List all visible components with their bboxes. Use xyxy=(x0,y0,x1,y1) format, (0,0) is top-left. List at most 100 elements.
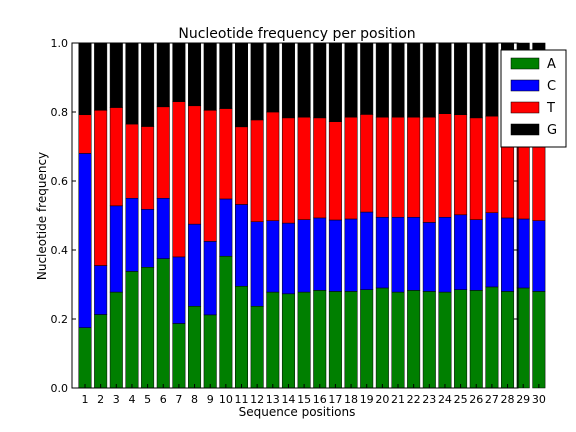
bar-segment-t-pos-27 xyxy=(485,115,499,213)
bar-segment-c-pos-17 xyxy=(328,219,342,292)
bar-segment-c-pos-29 xyxy=(516,218,530,289)
bar-segment-t-pos-21 xyxy=(391,116,405,218)
bar-segment-a-pos-2 xyxy=(94,314,108,389)
bar-segment-c-pos-6 xyxy=(156,198,170,259)
bar-segment-g-pos-22 xyxy=(407,42,421,118)
bar-segment-t-pos-2 xyxy=(94,110,108,266)
bar-segment-t-pos-7 xyxy=(172,101,186,258)
x-tick-label: 11 xyxy=(235,393,249,406)
legend-swatch-c xyxy=(510,79,540,92)
x-tick-label: 24 xyxy=(438,393,452,406)
y-axis-label: Nucleotide frequency xyxy=(35,152,49,280)
bar-segment-g-pos-10 xyxy=(219,42,233,109)
bar-segment-c-pos-18 xyxy=(344,218,358,292)
bar-segment-t-pos-23 xyxy=(422,116,436,223)
x-tick-label: 9 xyxy=(207,393,214,406)
bar-segment-t-pos-8 xyxy=(188,105,202,225)
bar-segment-t-pos-10 xyxy=(219,108,233,200)
bar-segment-a-pos-15 xyxy=(297,291,311,389)
bar-segment-g-pos-9 xyxy=(203,42,217,111)
bar-segment-a-pos-23 xyxy=(422,291,436,389)
bar-segment-g-pos-6 xyxy=(156,42,170,108)
bar-segment-g-pos-4 xyxy=(125,42,139,125)
bar-segment-c-pos-23 xyxy=(422,222,436,292)
bar-segment-c-pos-25 xyxy=(454,214,468,290)
bar-segment-t-pos-18 xyxy=(344,116,358,220)
bars-layer xyxy=(78,42,546,389)
x-axis-label: Sequence positions xyxy=(239,405,356,419)
bar-segment-c-pos-20 xyxy=(375,216,389,289)
bar-segment-c-pos-7 xyxy=(172,256,186,324)
bar-segment-c-pos-16 xyxy=(313,217,327,291)
bar-segment-g-pos-5 xyxy=(141,42,155,127)
x-tick-label: 15 xyxy=(297,393,311,406)
bar-segment-c-pos-14 xyxy=(281,222,295,295)
bar-segment-g-pos-15 xyxy=(297,42,311,118)
chart-title: Nucleotide frequency per position xyxy=(178,26,415,42)
bar-segment-t-pos-13 xyxy=(266,111,280,221)
bar-segment-g-pos-2 xyxy=(94,42,108,111)
bar-segment-a-pos-20 xyxy=(375,287,389,389)
bar-segment-a-pos-24 xyxy=(438,291,452,389)
bar-segment-c-pos-26 xyxy=(469,219,483,291)
bar-segment-c-pos-5 xyxy=(141,209,155,268)
legend-swatch-t xyxy=(510,101,540,114)
bar-segment-g-pos-8 xyxy=(188,42,202,107)
x-tick-label: 26 xyxy=(469,393,483,406)
bar-segment-a-pos-6 xyxy=(156,258,170,389)
x-tick-label: 25 xyxy=(454,393,468,406)
bar-segment-a-pos-7 xyxy=(172,323,186,389)
bar-segment-t-pos-24 xyxy=(438,113,452,218)
bar-segment-a-pos-10 xyxy=(219,255,233,389)
bar-segment-c-pos-12 xyxy=(250,221,264,307)
bar-segment-g-pos-1 xyxy=(78,42,92,116)
bar-segment-g-pos-25 xyxy=(454,42,468,116)
legend-label-t: T xyxy=(546,101,555,116)
bar-segment-g-pos-23 xyxy=(422,42,436,118)
bar-segment-c-pos-21 xyxy=(391,216,405,293)
x-tick-label: 7 xyxy=(175,393,182,406)
x-tick-label: 28 xyxy=(501,393,515,406)
bar-segment-g-pos-19 xyxy=(360,42,374,115)
bar-segment-a-pos-1 xyxy=(78,327,92,389)
bar-segment-a-pos-9 xyxy=(203,314,217,389)
x-tick-label: 16 xyxy=(313,393,327,406)
bar-segment-t-pos-4 xyxy=(125,123,139,199)
bar-segment-a-pos-27 xyxy=(485,286,499,389)
y-tick-label: 1.0 xyxy=(51,37,69,50)
y-tick-label: 0.8 xyxy=(51,106,69,119)
bar-segment-g-pos-26 xyxy=(469,42,483,119)
legend-label-c: C xyxy=(547,79,556,94)
bar-segment-c-pos-27 xyxy=(485,212,499,288)
bar-segment-a-pos-8 xyxy=(188,305,202,389)
x-tick-label: 29 xyxy=(516,393,530,406)
bar-segment-a-pos-17 xyxy=(328,291,342,389)
bar-segment-c-pos-8 xyxy=(188,223,202,307)
bar-segment-c-pos-9 xyxy=(203,241,217,316)
x-tick-label: 27 xyxy=(485,393,499,406)
bar-segment-t-pos-17 xyxy=(328,121,342,221)
bar-segment-c-pos-13 xyxy=(266,220,280,293)
bar-segment-t-pos-1 xyxy=(78,114,92,154)
bar-segment-c-pos-30 xyxy=(532,220,546,292)
bar-segment-a-pos-29 xyxy=(516,287,530,389)
bar-segment-g-pos-24 xyxy=(438,42,452,114)
bar-segment-a-pos-18 xyxy=(344,291,358,389)
bar-segment-t-pos-11 xyxy=(235,126,248,205)
bar-segment-t-pos-22 xyxy=(407,116,421,218)
bar-segment-a-pos-13 xyxy=(266,291,280,389)
bar-segment-c-pos-15 xyxy=(297,219,311,293)
bar-segment-a-pos-26 xyxy=(469,290,483,389)
bar-segment-g-pos-13 xyxy=(266,42,280,113)
legend-label-a: A xyxy=(547,57,556,72)
bar-segment-g-pos-12 xyxy=(250,42,264,121)
bar-segment-a-pos-3 xyxy=(109,291,123,389)
bar-segment-t-pos-5 xyxy=(141,126,155,210)
bar-segment-g-pos-16 xyxy=(313,42,327,119)
bar-segment-t-pos-16 xyxy=(313,117,327,219)
x-tick-label: 1 xyxy=(82,393,89,406)
x-tick-label: 13 xyxy=(266,393,280,406)
x-tick-label: 30 xyxy=(532,393,546,406)
bar-segment-c-pos-19 xyxy=(360,211,374,290)
